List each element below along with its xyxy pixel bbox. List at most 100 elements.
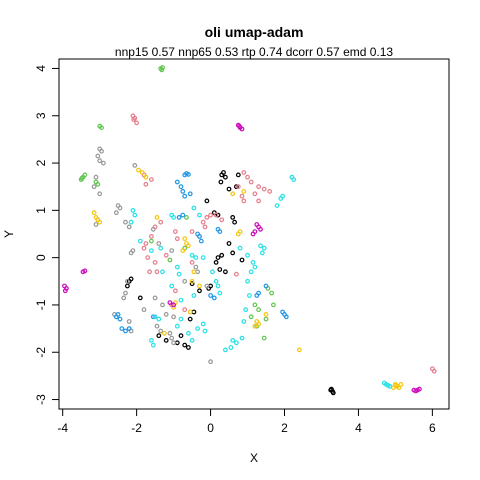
data-point [189, 229, 195, 235]
data-point [178, 184, 184, 190]
data-point [91, 184, 97, 190]
data-point [387, 383, 393, 389]
data-point [189, 338, 195, 343]
data-point [99, 125, 104, 130]
data-point [130, 207, 136, 213]
data-point [222, 269, 228, 275]
data-point [221, 170, 226, 175]
data-point [178, 333, 184, 339]
data-point [163, 312, 169, 317]
series-5 [113, 171, 289, 334]
data-point [143, 181, 149, 187]
data-point [124, 283, 130, 289]
data-point [248, 314, 254, 320]
data-point [160, 65, 165, 70]
series-6 [128, 174, 393, 389]
x-tick-label: 6 [429, 421, 436, 435]
data-point [215, 255, 221, 261]
data-point [154, 323, 160, 329]
data-point [239, 257, 245, 263]
data-point [261, 335, 267, 341]
data-point [152, 295, 158, 301]
data-point [171, 302, 177, 308]
data-point [398, 382, 404, 387]
data-point [202, 224, 208, 230]
chart-subtitle: nnp15 0.57 nnp65 0.53 rtp 0.74 dcorr 0.5… [115, 45, 394, 59]
data-point [381, 380, 387, 386]
series-0 [124, 170, 336, 396]
data-point [278, 196, 284, 201]
data-point [193, 255, 199, 261]
data-point [185, 171, 191, 177]
data-point [431, 368, 437, 374]
data-point [197, 233, 202, 239]
data-point [123, 219, 128, 225]
data-point [259, 250, 265, 256]
data-point [248, 179, 254, 185]
data-point [182, 307, 188, 313]
data-point [126, 319, 132, 324]
points-layer [62, 65, 437, 396]
data-point [226, 241, 232, 246]
data-point [237, 245, 243, 251]
data-point [156, 333, 162, 339]
data-point [226, 186, 232, 192]
data-point [147, 269, 153, 275]
data-point [99, 148, 104, 154]
data-point [156, 241, 162, 246]
data-point [158, 245, 164, 251]
data-point [189, 260, 195, 265]
series-4 [91, 167, 404, 391]
y-tick-label: 1 [34, 207, 48, 214]
series-2 [78, 65, 276, 341]
data-point [95, 181, 101, 187]
data-point [93, 222, 99, 227]
data-point [97, 158, 103, 164]
data-point [148, 238, 154, 244]
y-tick-label: -2 [34, 347, 48, 358]
data-point [197, 288, 202, 294]
data-point [169, 283, 175, 289]
data-point [267, 188, 273, 194]
data-point [180, 248, 186, 254]
data-point [217, 290, 223, 296]
data-point [187, 316, 193, 322]
data-point [150, 342, 156, 348]
data-point [204, 214, 210, 220]
x-tick-label: -2 [131, 421, 142, 435]
y-tick-label: 2 [34, 159, 48, 166]
data-point [230, 214, 236, 220]
data-point [126, 224, 132, 230]
data-point [123, 290, 128, 296]
data-point [141, 307, 147, 313]
data-point [256, 307, 262, 313]
data-point [123, 328, 128, 334]
series-3 [130, 113, 437, 374]
data-point [211, 295, 217, 301]
data-point [191, 269, 197, 275]
data-point [289, 174, 295, 180]
data-point [222, 174, 228, 180]
data-point [171, 340, 177, 346]
data-point [143, 174, 149, 180]
x-axis-label: X [250, 451, 258, 465]
data-point [160, 269, 165, 275]
data-point [171, 304, 177, 310]
data-point [167, 330, 173, 336]
data-point [95, 153, 101, 159]
data-point [252, 191, 258, 197]
data-point [136, 167, 141, 173]
data-point [200, 255, 206, 261]
data-point [171, 314, 177, 320]
data-point [241, 198, 247, 204]
data-point [248, 269, 254, 275]
data-point [161, 330, 167, 336]
data-point [263, 283, 269, 289]
data-point [411, 387, 417, 393]
data-point [217, 229, 223, 235]
data-point [185, 330, 191, 336]
data-point [182, 342, 188, 348]
data-point [208, 359, 214, 365]
data-point [154, 214, 160, 220]
data-point [156, 316, 162, 322]
